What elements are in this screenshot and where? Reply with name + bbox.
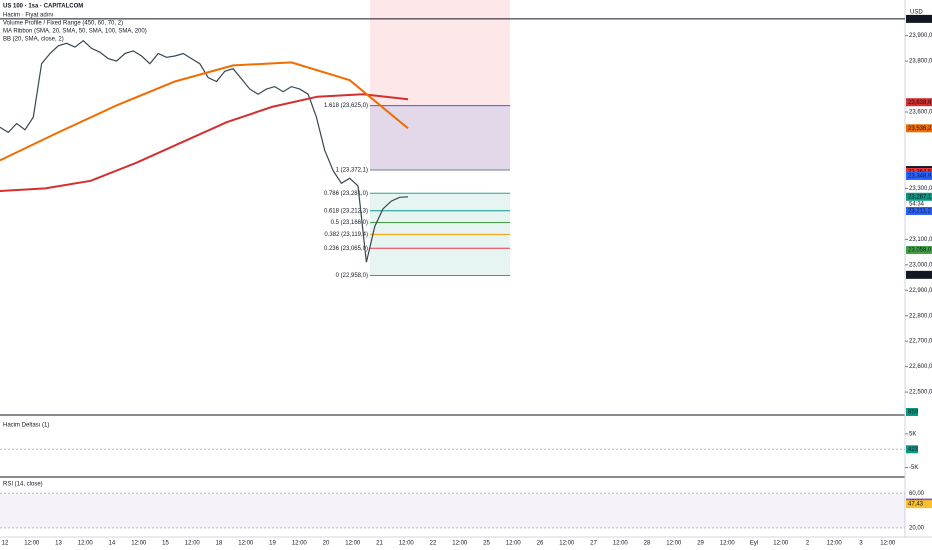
fib-label: 0.618 (23,212,3): [324, 208, 368, 214]
x-tick-label: 12:00: [131, 541, 147, 547]
x-tick-label: 21: [376, 541, 383, 547]
price-tag: [906, 270, 932, 279]
pane-title: Hacim Deltası (1): [3, 423, 49, 429]
x-tick-label: 2: [806, 541, 810, 547]
delta-tag-bg: [906, 445, 918, 454]
y-tick-label: 23,000,0: [909, 262, 932, 268]
price-tag-label: 23,965,8: [908, 16, 932, 22]
countdown: 54:34: [909, 201, 925, 207]
x-tick-label: 12:00: [345, 541, 361, 547]
volume-tag-bg: [906, 408, 918, 416]
price-tag-label: 22,960,5: [908, 272, 932, 278]
price-tag: [906, 192, 932, 201]
x-tick-label: 12:00: [399, 541, 415, 547]
x-tick-label: 13: [55, 541, 62, 547]
y-tick-label: 22,500,0: [909, 390, 932, 396]
x-tick-label: 12:00: [666, 541, 682, 547]
x-tick-label: 28: [644, 541, 651, 547]
price-tag: [906, 98, 932, 107]
y-tick-label: 22,900,0: [909, 288, 932, 294]
y-tick-label: 20,00: [909, 525, 925, 531]
rsi-band: [0, 493, 905, 528]
x-tick-label: 12:00: [827, 541, 843, 547]
zone-red: [370, 0, 510, 171]
y-tick-label: 60,00: [909, 491, 925, 497]
fib-label: 0.382 (23,119,4): [324, 232, 368, 238]
y-tick-label: 23,600,0: [909, 110, 932, 116]
x-tick-label: 12:00: [559, 541, 575, 547]
price-tag-label: 23,638,6: [908, 100, 932, 106]
price-tag: [906, 171, 932, 180]
y-tick-label: 23,100,0: [909, 237, 932, 243]
legend-line: BB (20, SMA, close, 2): [3, 37, 64, 43]
price-tag-label: 23,211,2: [908, 209, 932, 215]
price-line: [0, 61, 409, 162]
x-tick-label: 12:00: [880, 541, 896, 547]
y-tick-label: 22,800,0: [909, 313, 932, 319]
x-tick-label: 18: [216, 541, 223, 547]
price-tag: [906, 500, 932, 509]
price-tag: [906, 207, 932, 216]
y-tick-label: 22,600,0: [909, 364, 932, 370]
x-tick-label: 25: [483, 541, 490, 547]
x-tick-label: 12:00: [452, 541, 468, 547]
x-tick-label: 12: [2, 541, 9, 547]
x-tick-label: 12:00: [238, 541, 254, 547]
price-tag-label: 23,267,1: [908, 194, 932, 200]
x-tick-label: 12:00: [720, 541, 736, 547]
currency: USD: [910, 10, 923, 16]
y-tick-label: 23,300,0: [909, 186, 932, 192]
legend-line: Volume Profile / Fixed Range (450, 60, 7…: [3, 21, 123, 27]
price-tag-label: 23,348,9: [908, 174, 932, 180]
price-tag-label: 23,536,2: [908, 126, 932, 132]
x-tick-label: 3: [859, 541, 863, 547]
price-tag: [906, 14, 932, 23]
delta-tag: 423: [908, 447, 919, 453]
x-tick-label: 19: [269, 541, 276, 547]
fib-label: 0.236 (23,065,0): [324, 246, 368, 252]
legend-line: MA Ribbon (SMA, 20, SMA, 50, SMA, 100, S…: [3, 29, 147, 35]
pane-title: RSI (14, close): [3, 482, 43, 488]
x-tick-label: 12:00: [506, 541, 522, 547]
x-tick-label: 12:00: [24, 541, 40, 547]
price-tag: [906, 124, 932, 133]
x-tick-label: Eyl: [750, 541, 758, 547]
y-tick-label: -5K: [909, 465, 918, 471]
y-tick-label: 23,900,0: [909, 33, 932, 39]
y-tick-label: 23,800,0: [909, 59, 932, 65]
legend-line: Hacim · Fiyat adını: [3, 13, 54, 19]
x-tick-label: 12:00: [292, 541, 308, 547]
x-tick-label: 15: [162, 541, 169, 547]
x-tick-label: 12:00: [613, 541, 629, 547]
volume-tag: 859: [908, 410, 919, 416]
fib-label: 0 (22,958,0): [336, 273, 368, 279]
fib-label: 1 (23,372,1): [336, 168, 368, 174]
y-tick-label: 5K: [909, 431, 916, 437]
price-line: [0, 93, 409, 192]
fib-label: 1.618 (23,625,0): [324, 103, 368, 109]
x-tick-label: 12:00: [185, 541, 201, 547]
price-line: [0, 39, 409, 263]
fib-label: 0.786 (23,281,0): [324, 191, 368, 197]
x-tick-label: 20: [323, 541, 330, 547]
chart-title: US 100 · 1sa · CAPITALCOM: [3, 4, 83, 10]
x-tick-label: 14: [109, 541, 116, 547]
y-tick-label: 22,700,0: [909, 339, 932, 345]
x-tick-label: 27: [590, 541, 597, 547]
x-tick-label: 29: [697, 541, 704, 547]
x-tick-label: 12:00: [773, 541, 789, 547]
x-tick-label: 22: [430, 541, 437, 547]
price-tag-label: 47,43: [908, 502, 924, 508]
x-tick-label: 26: [537, 541, 544, 547]
price-tag: [906, 246, 932, 255]
x-tick-label: 12:00: [78, 541, 94, 547]
fib-label: 0.5 (23,166,0): [331, 220, 368, 226]
price-tag-label: 23,058,0: [908, 248, 932, 254]
